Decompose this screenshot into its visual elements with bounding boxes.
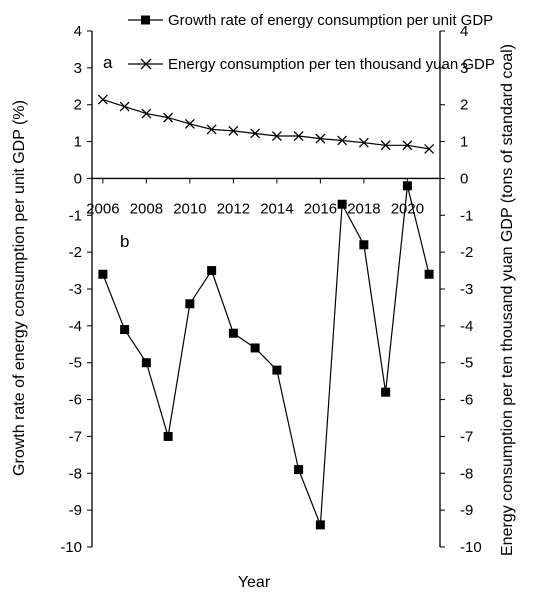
left-y-tick-label: -4 [69,318,82,335]
left-y-tick-label: -8 [69,465,82,482]
data-point-x [206,124,217,135]
x-axis-title: Year [238,574,271,591]
legend-x-marker-icon [140,58,152,70]
left-y-tick-label: -3 [69,281,82,298]
right-y-tick-label: -1 [460,207,473,224]
legend-label-energy-consumption: Energy consumption per ten thousand yuan… [168,56,495,73]
data-point-x [141,108,152,119]
data-point-square [402,181,412,191]
data-point-square [98,269,108,279]
series-lines [102,99,430,526]
data-point-square [120,325,130,335]
x-tick-label: 2010 [173,200,206,217]
right-y-tick-label: 0 [460,170,468,187]
right-y-tick-label: 2 [460,97,468,114]
data-point-square [141,358,151,368]
data-point-x [358,137,369,148]
data-point-square [315,520,325,530]
left-y-tick-label: 3 [74,60,82,77]
x-tick-label: 2008 [130,200,163,217]
right-y-tick-label: 1 [460,134,468,151]
left-y-tick-label: 1 [74,134,82,151]
data-point-square [207,266,217,276]
left-y-tick-label: -10 [60,539,82,556]
panel-label-b: b [120,232,129,251]
data-point-x [380,140,391,151]
data-point-x [402,140,413,151]
x-tick-label: 2012 [217,200,250,217]
legend-square-marker-icon [141,15,150,25]
right-y-tick-label: -8 [460,465,473,482]
right-y-tick-label: -6 [460,392,473,409]
left-y-axis-ticks: 4 3 2 1 0 -1 -2 -3 -4 -5 -6 -7 -8 -9 -10 [60,23,92,556]
right-y-tick-label: -10 [460,539,482,556]
x-axis-ticks: 2006 2008 2010 2012 2014 2016 2018 2020 [86,178,424,217]
panel-label-a: a [103,53,113,72]
series-line-2 [102,99,430,150]
data-point-x [228,125,239,136]
data-point-x [97,94,108,105]
data-point-x [119,101,130,112]
left-y-tick-label: -2 [69,244,82,261]
data-point-x [271,131,282,142]
x-tick-label: 2020 [391,200,424,217]
series-markers [97,94,435,530]
left-y-axis-title: Growth rate of energy consumption per un… [11,100,28,476]
right-y-axis-title: Energy consumption per ten thousand yuan… [499,44,516,556]
right-y-tick-label: -9 [460,502,473,519]
data-point-square [228,328,238,338]
x-tick-label: 2018 [347,200,380,217]
right-y-axis-ticks: 4 3 2 1 0 -1 -2 -3 -4 -5 -6 -7 -8 -9 -10 [440,23,482,556]
legend: Growth rate of energy consumption per un… [128,12,495,73]
right-y-tick-label: -3 [460,281,473,298]
axes [91,31,441,547]
left-y-tick-label: -5 [69,355,82,372]
series-line-1 [102,185,430,526]
right-y-tick-label: -7 [460,428,473,445]
right-y-tick-label: 3 [460,60,468,77]
left-y-tick-label: 0 [74,170,82,187]
left-y-tick-label: -9 [69,502,82,519]
data-point-square [185,299,195,309]
data-point-x [184,118,195,129]
data-point-x [424,143,435,154]
data-point-square [381,387,391,397]
left-y-tick-label: 4 [74,23,82,40]
left-y-tick-label: -1 [69,207,82,224]
legend-item-energy-consumption: Energy consumption per ten thousand yuan… [128,56,495,73]
left-y-tick-label: -6 [69,392,82,409]
left-y-tick-label: -7 [69,428,82,445]
data-point-square [272,365,282,375]
data-point-square [294,465,304,475]
data-point-x [337,135,348,146]
data-point-x [315,133,326,144]
data-point-square [250,343,260,353]
legend-label-growth-rate: Growth rate of energy consumption per un… [168,12,493,29]
data-point-x [293,131,304,142]
left-y-tick-label: 2 [74,97,82,114]
x-tick-label: 2006 [86,200,119,217]
x-tick-label: 2016 [304,200,337,217]
data-point-x [250,128,261,139]
right-y-tick-label: -5 [460,355,473,372]
legend-item-growth-rate: Growth rate of energy consumption per un… [128,12,493,29]
data-point-square [359,240,369,250]
data-point-x [163,112,174,123]
x-tick-label: 2014 [260,200,293,217]
right-y-tick-label: -4 [460,318,473,335]
data-point-square [424,269,434,279]
data-point-square [163,431,173,441]
right-y-tick-label: -2 [460,244,473,261]
data-point-square [337,199,347,209]
right-y-tick-label: 4 [460,23,468,40]
